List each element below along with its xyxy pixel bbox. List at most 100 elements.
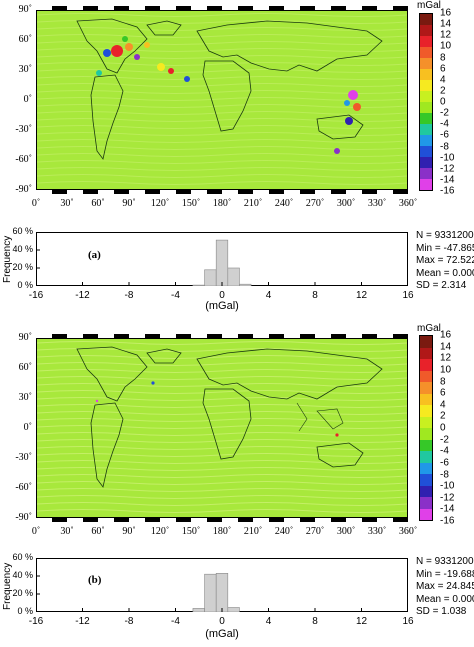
hist-x-tick-label: 16 [402, 290, 414, 301]
frame-tick-segment [299, 6, 315, 10]
ripple-line [37, 62, 407, 66]
lon-label: 300˚ [336, 526, 356, 537]
colorbar-cell [420, 179, 432, 190]
coastline [316, 408, 344, 430]
frame-tick-segment [377, 190, 393, 194]
frame-tick-segment [346, 334, 362, 338]
frame-tick-segment [82, 334, 98, 338]
histogram-bar [215, 573, 229, 612]
lon-label: 180˚ [212, 526, 232, 537]
lon-label: 90˚ [122, 198, 136, 209]
colorbar-cell [420, 428, 432, 440]
colorbar-tick-label: 2 [440, 85, 446, 97]
frame-tick-segment [144, 334, 160, 338]
histogram-bar [204, 573, 217, 612]
colorbar-tick-label: 6 [440, 63, 446, 75]
ripple-line [37, 69, 407, 73]
colorbar-cell [420, 135, 432, 146]
hist-x-tick-label: -4 [171, 290, 180, 301]
colorbar-tick-label: -10 [440, 480, 455, 492]
colorbar-tick-label: -16 [440, 515, 455, 527]
frame-tick-segment [36, 190, 52, 194]
colorbar-cell [420, 146, 432, 157]
hist-y-tick-label: 40 % [12, 570, 33, 580]
coastline [76, 346, 148, 402]
map-b-top-ticks [36, 334, 408, 338]
frame-tick-segment [113, 518, 129, 522]
frame-tick-segment [346, 6, 362, 10]
frame-tick-segment [51, 518, 67, 522]
coastline [146, 348, 182, 364]
lon-label: 270˚ [305, 526, 325, 537]
frame-tick-segment [392, 190, 408, 194]
lon-label: 30˚ [60, 198, 74, 209]
lon-label: 330˚ [367, 526, 387, 537]
hist-b-svg [36, 558, 408, 612]
frame-tick-segment [191, 6, 207, 10]
ripple-line [37, 425, 407, 429]
frame-tick-segment [206, 518, 222, 522]
coastline [202, 60, 252, 132]
frame-tick-segment [51, 190, 67, 194]
colorbar-cell [420, 157, 432, 168]
frame-tick-segment [237, 190, 253, 194]
frame-tick-segment [129, 334, 145, 338]
frame-tick-segment [175, 334, 191, 338]
lat-label: 30˚ [18, 64, 32, 75]
hist-x-tick-label: 8 [312, 616, 318, 627]
anomaly-patch [348, 90, 358, 100]
frame-tick-segment [330, 190, 346, 194]
lat-label: 90˚ [18, 4, 32, 15]
ripple-line [37, 104, 407, 108]
frame-tick-segment [346, 518, 362, 522]
frame-tick-segment [144, 518, 160, 522]
colorbar-tick-label: -16 [440, 185, 455, 197]
colorbar-cell [420, 370, 432, 382]
colorbar-cell [420, 36, 432, 47]
stats-a: N = 9331200 Min = -47.865 Max = 72.522 M… [416, 230, 474, 293]
coastline [90, 402, 124, 488]
colorbar-cell [420, 439, 432, 451]
map-b-bottom-ticks [36, 518, 408, 522]
hist-y-tick-label: 60 % [12, 226, 33, 236]
map-a-bottom-ticks [36, 190, 408, 194]
stat-min: Min = -19.688 [416, 568, 474, 580]
frame-tick-segment [377, 518, 393, 522]
colorbar-b [419, 335, 433, 521]
frame-tick-segment [268, 6, 284, 10]
colorbar-cell [420, 336, 432, 348]
ripple-line [37, 348, 407, 352]
lon-label: 210˚ [243, 526, 263, 537]
colorbar-tick-label: 8 [440, 52, 446, 63]
anomaly-patch [95, 399, 99, 403]
frame-tick-segment [268, 334, 284, 338]
colorbar-tick-label: -14 [440, 174, 455, 186]
lon-label: 60˚ [91, 198, 105, 209]
panel-b-tag: (b) [88, 574, 102, 586]
frame-tick-segment [392, 518, 408, 522]
anomaly-patch [151, 381, 155, 385]
frame-tick-segment [191, 518, 207, 522]
ripple-line [37, 481, 407, 485]
colorbar-tick-label: 12 [440, 352, 452, 364]
colorbar-cell [420, 168, 432, 179]
ripple-line [37, 355, 407, 359]
ripple-line [37, 362, 407, 366]
frame-tick-segment [82, 518, 98, 522]
hist-y-tick-label: 0 % [17, 606, 33, 616]
ripple-line [37, 118, 407, 122]
frame-tick-segment [206, 190, 222, 194]
frame-tick-segment [237, 334, 253, 338]
anomaly-patch [344, 100, 350, 106]
colorbar-cell [420, 497, 432, 509]
anomaly-patch [111, 45, 123, 57]
ripple-line [37, 90, 407, 94]
lon-label: 90˚ [122, 526, 136, 537]
lat-label: -30˚ [15, 452, 32, 463]
hist-x-tick-label: -12 [75, 616, 90, 627]
colorbar-cell [420, 462, 432, 474]
ripple-line [37, 376, 407, 380]
frame-tick-segment [160, 518, 176, 522]
colorbar-cell [420, 451, 432, 463]
frame-tick-segment [175, 6, 191, 10]
